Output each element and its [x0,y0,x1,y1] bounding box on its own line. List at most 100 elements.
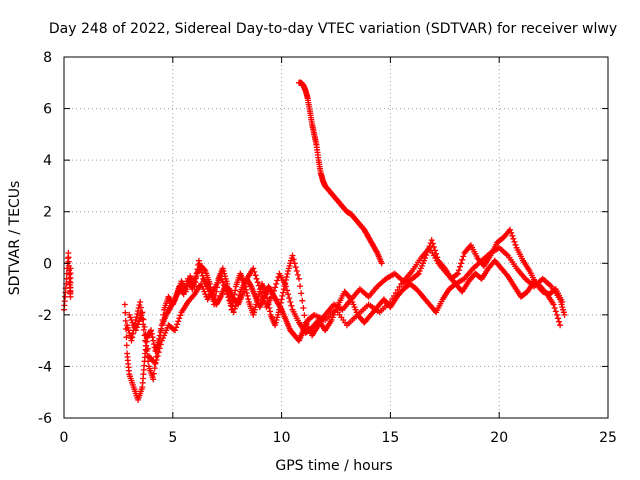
data-point [139,309,146,316]
data-point [142,331,149,338]
data-point [122,317,129,324]
data-point [556,318,562,325]
data-point [175,318,182,325]
data-point [123,342,130,349]
data-point [256,286,263,293]
data-point [245,296,252,302]
data-points [61,79,568,403]
data-point [460,253,467,260]
data-point [274,277,281,284]
data-point [230,309,237,316]
data-point [211,297,218,304]
y-tick-label: 6 [43,102,52,118]
data-point [157,341,164,348]
data-point [414,271,421,278]
data-point [154,353,161,360]
data-point [272,284,279,291]
data-point [223,288,230,295]
series-track-1 [61,250,74,313]
data-point [278,296,285,303]
data-point [255,282,262,289]
x-axis-label: GPS time / hours [275,458,392,474]
data-point [293,268,300,274]
data-point [141,332,148,339]
data-point [140,326,147,333]
data-point [150,376,157,383]
x-tick-label: 20 [490,430,508,446]
data-point [135,308,141,314]
data-point [261,298,268,305]
data-point [257,289,264,296]
data-point [152,360,159,367]
data-point [551,305,558,311]
data-point [141,323,148,330]
data-point [279,292,286,299]
data-point [224,291,231,298]
data-point [135,321,141,328]
data-point [227,300,234,307]
data-point [550,301,557,308]
x-tick-label: 5 [168,430,177,446]
data-point [172,327,178,334]
data-point [459,256,466,263]
data-point [155,349,162,356]
data-point [137,315,144,322]
data-point [157,329,164,335]
data-point [144,345,151,352]
data-point [234,299,240,305]
data-point [136,318,143,325]
data-point [430,244,437,250]
data-point [428,237,435,244]
data-point [235,295,242,302]
data-point [269,291,276,298]
plot-frame [63,56,609,419]
data-point [137,304,144,311]
data-point [231,291,238,298]
data-point [121,301,128,308]
data-point [455,267,462,274]
data-point [297,283,304,290]
data-point [429,240,436,247]
data-point [286,295,293,302]
data-point [250,265,257,272]
y-tick-label: 8 [43,50,52,66]
data-point [284,287,290,294]
y-tick-label: -4 [38,359,52,375]
data-point [138,312,145,319]
data-point [206,280,213,287]
data-point [133,314,140,320]
data-point [271,287,277,294]
data-point [228,303,235,310]
data-point [129,334,136,341]
data-point [134,311,141,317]
data-point [128,337,135,344]
data-point [173,324,180,331]
data-point [148,327,154,334]
data-point [217,273,224,280]
data-point [561,311,568,318]
data-point [218,276,225,283]
data-point [277,299,284,306]
data-point [123,334,130,341]
data-point [298,290,305,297]
data-point [151,365,158,372]
data-point [260,295,267,302]
data-point [133,324,140,331]
data-point [153,357,160,363]
data-point [211,301,218,308]
data-point [552,308,559,315]
data-point [300,305,307,311]
y-tick-label: 2 [43,205,52,221]
data-point [347,295,354,302]
x-tick-label: 15 [381,430,399,446]
chart-title: Day 248 of 2022, Sidereal Day-to-day VTE… [49,21,617,37]
data-point [251,268,258,275]
data-point [273,280,280,287]
axes: 0 5 10 15 20 25 -6 -4 -2 0 2 4 6 8 [38,50,617,446]
data-point [509,232,516,239]
data-point [177,312,184,319]
data-point [284,271,291,277]
data-point [149,334,156,341]
data-point [67,265,74,272]
